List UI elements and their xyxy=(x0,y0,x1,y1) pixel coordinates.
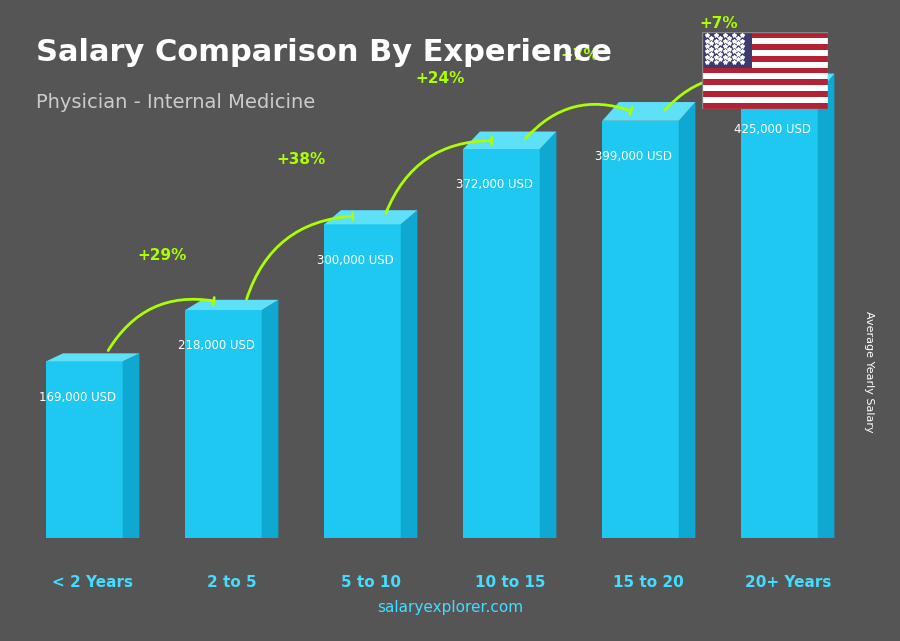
Polygon shape xyxy=(46,362,122,538)
Polygon shape xyxy=(464,149,540,538)
Text: 372,000 USD: 372,000 USD xyxy=(456,178,533,191)
Polygon shape xyxy=(742,94,818,538)
Text: salaryexplorer.com: salaryexplorer.com xyxy=(377,601,523,615)
Bar xyxy=(702,79,828,85)
Bar xyxy=(702,56,828,62)
Text: 2 to 5: 2 to 5 xyxy=(207,574,256,590)
Text: +29%: +29% xyxy=(138,248,187,263)
Polygon shape xyxy=(324,210,418,224)
Bar xyxy=(702,85,828,91)
Text: Average Yearly Salary: Average Yearly Salary xyxy=(863,311,874,433)
Polygon shape xyxy=(818,74,834,538)
Text: Physician - Internal Medicine: Physician - Internal Medicine xyxy=(36,93,315,112)
Text: +38%: +38% xyxy=(276,152,326,167)
Polygon shape xyxy=(122,353,140,538)
Bar xyxy=(702,103,828,109)
Bar xyxy=(702,97,828,103)
Polygon shape xyxy=(602,102,696,121)
Bar xyxy=(702,74,828,79)
Bar xyxy=(702,32,828,38)
Polygon shape xyxy=(185,310,262,538)
Text: < 2 Years: < 2 Years xyxy=(52,574,133,590)
Text: Salary Comparison By Experience: Salary Comparison By Experience xyxy=(36,38,612,67)
Text: 399,000 USD: 399,000 USD xyxy=(595,150,672,163)
Bar xyxy=(702,50,828,56)
Bar xyxy=(702,32,752,67)
Bar xyxy=(702,91,828,97)
Text: 15 to 20: 15 to 20 xyxy=(614,574,684,590)
Text: 10 to 15: 10 to 15 xyxy=(474,574,545,590)
Polygon shape xyxy=(262,300,278,538)
Polygon shape xyxy=(742,74,834,94)
Polygon shape xyxy=(400,210,418,538)
Bar xyxy=(702,44,828,50)
Bar xyxy=(702,62,828,67)
Polygon shape xyxy=(679,102,696,538)
Bar xyxy=(702,38,828,44)
Text: +7%: +7% xyxy=(560,48,598,63)
Text: 20+ Years: 20+ Years xyxy=(744,574,831,590)
Text: 5 to 10: 5 to 10 xyxy=(341,574,400,590)
Polygon shape xyxy=(185,300,278,310)
Text: +7%: +7% xyxy=(699,16,738,31)
Text: 300,000 USD: 300,000 USD xyxy=(317,254,394,267)
Polygon shape xyxy=(324,224,400,538)
Polygon shape xyxy=(46,353,140,362)
Text: 218,000 USD: 218,000 USD xyxy=(178,339,255,353)
Polygon shape xyxy=(602,121,679,538)
Text: +24%: +24% xyxy=(416,71,465,87)
Text: 169,000 USD: 169,000 USD xyxy=(39,390,116,404)
Polygon shape xyxy=(464,131,556,149)
Text: 425,000 USD: 425,000 USD xyxy=(734,123,811,136)
Bar xyxy=(702,67,828,74)
Polygon shape xyxy=(540,131,556,538)
